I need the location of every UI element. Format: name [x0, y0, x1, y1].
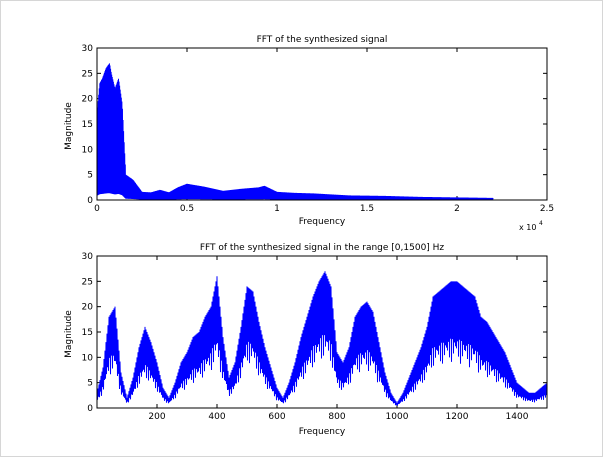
- top-axes-box: [96, 47, 548, 201]
- bottom-axes-box: [96, 255, 548, 409]
- top-ytick-label: 15: [82, 120, 93, 130]
- bottom-ytick-label: 30: [82, 252, 94, 262]
- bottom-ytick-label: 20: [82, 303, 94, 313]
- bottom-ytick-label: 5: [87, 379, 93, 389]
- top-signal-line: [96, 63, 494, 200]
- top-ytick-label: 10: [82, 145, 94, 155]
- top-ylabel: Magnitude: [64, 102, 74, 150]
- bottom-title: FFT of the synthesized signal in the ran…: [200, 243, 445, 253]
- top-xtick-label: 1: [274, 204, 280, 214]
- bottom-signal-line: [96, 271, 548, 406]
- top-ytick-label: 5: [87, 171, 93, 181]
- top-xtick-label: 0: [94, 204, 100, 214]
- bottom-xlabel: Frequency: [299, 427, 346, 437]
- bottom-xtick-label: 600: [268, 412, 285, 422]
- bottom-xtick-label: 1000: [386, 412, 409, 422]
- top-spectrum-path: [96, 63, 494, 200]
- top-ytick-label: 25: [82, 69, 93, 79]
- bottom-xtick-label: 800: [328, 412, 345, 422]
- bottom-spectrum-path: [96, 271, 548, 406]
- bottom-ytick-label: 0: [87, 404, 93, 414]
- bottom-ytick-label: 15: [82, 328, 93, 338]
- top-xtick-label: 1.5: [360, 204, 374, 214]
- bottom-xtick-label: 1400: [506, 412, 529, 422]
- top-xlabel: Frequency: [299, 217, 346, 227]
- bottom-axis-ticks: 0 5 10 15 20 25 30 200 400 600 800 1000 1200 1400: [82, 252, 547, 422]
- bottom-ytick-label: 25: [82, 277, 93, 287]
- top-xtick-label: 2: [454, 204, 460, 214]
- top-title: FFT of the synthesized signal: [257, 35, 388, 45]
- top-x-exponent: x 10 4: [519, 220, 543, 232]
- bottom-ytick-label: 10: [82, 353, 94, 363]
- top-ytick-label: 30: [82, 44, 94, 54]
- subplot-top: FFT of the synthesized signal Magnitude …: [64, 35, 554, 232]
- bottom-xtick-label: 400: [208, 412, 225, 422]
- top-xtick-label: 2.5: [540, 204, 554, 214]
- bottom-xtick-label: 1200: [446, 412, 469, 422]
- bottom-xtick-label: 200: [148, 412, 165, 422]
- top-ytick-label: 20: [82, 95, 94, 105]
- top-x-exponent-power: 4: [539, 220, 543, 227]
- bottom-ylabel: Magnitude: [64, 310, 74, 358]
- subplot-bottom: FFT of the synthesized signal in the ran…: [64, 243, 548, 437]
- top-xtick-label: 0.5: [180, 204, 194, 214]
- top-ytick-label: 0: [87, 196, 93, 206]
